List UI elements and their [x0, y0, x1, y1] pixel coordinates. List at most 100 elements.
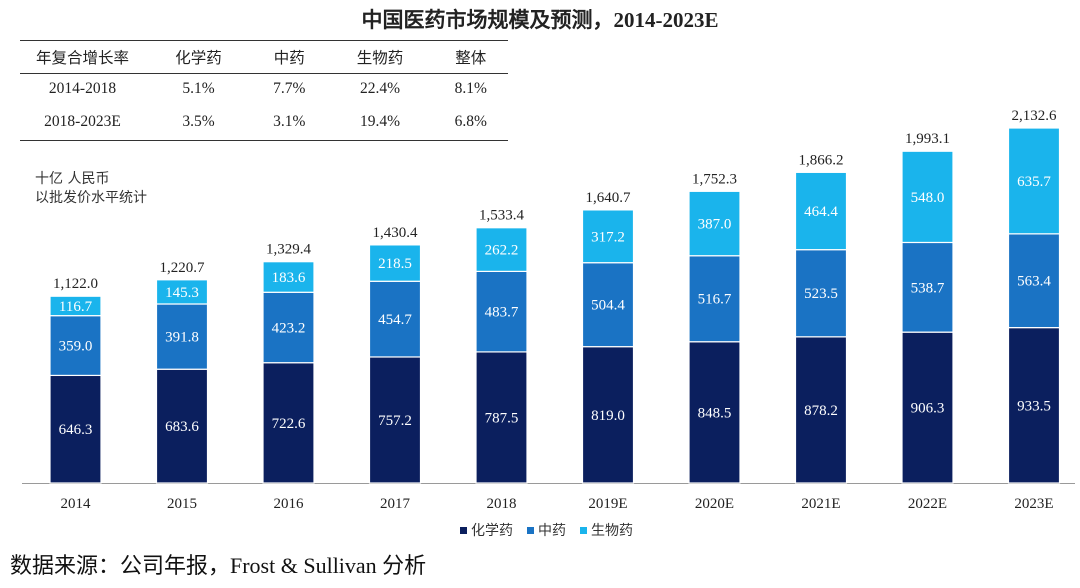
bar-value-label: 504.4 [591, 298, 625, 314]
cagr-cell: 2014-2018 [48, 80, 117, 97]
bar-value-label: 423.2 [272, 320, 306, 336]
cagr-header: 化学药 [145, 40, 253, 74]
bar-total-label: 1,329.4 [266, 242, 312, 258]
cagr-cell: 6.8% [433, 104, 508, 141]
cagr-row: 2014-2018 5.1% 7.7% 22.4% 8.1% [20, 74, 508, 105]
bar-segment [688, 255, 741, 343]
bar-segment [794, 249, 848, 338]
unit-currency: 十亿 人民币 [35, 171, 110, 187]
x-tick-label: 2021E [801, 496, 840, 512]
legend-item: 化学药 [460, 520, 513, 540]
cagr-header: 中药 [252, 40, 327, 74]
cagr-table: 年复合增长率 化学药 中药 生物药 整体 2014-2018 5.1% 7.7%… [20, 40, 508, 141]
cagr-cell: 19.4% [326, 104, 434, 141]
cagr-header: 生物药 [326, 40, 434, 74]
legend-label: 生物药 [591, 523, 633, 539]
cagr-cell: 2018-2023E [20, 104, 145, 141]
bar-segment [262, 362, 315, 484]
bar-value-label: 516.7 [698, 292, 732, 308]
bar-value-label: 387.0 [698, 217, 732, 233]
bar-total-label: 1,430.4 [373, 225, 419, 241]
bar-segment [262, 261, 315, 293]
bar-segment [155, 303, 209, 370]
bar-segment [475, 227, 528, 272]
legend-item: 中药 [527, 520, 566, 540]
cagr-header: 整体 [433, 40, 508, 74]
legend-swatch [580, 526, 587, 534]
x-tick-label: 2023E [1014, 496, 1053, 512]
bar-value-label: 848.5 [698, 405, 732, 421]
cagr-cell: 3.5% [145, 104, 253, 141]
unit-basis: 以批发价水平统计 [35, 190, 147, 206]
bar-segment [1007, 233, 1061, 329]
bar-segment [368, 244, 422, 282]
bar-segment [581, 209, 635, 264]
cagr-cell: 8.1% [454, 80, 487, 97]
bar-value-label: 218.5 [378, 256, 412, 272]
cagr-header: 年复合增长率 [20, 40, 145, 74]
unit-note: 十亿 人民币 以批发价水平统计 [35, 170, 147, 208]
cagr-cell: 3.1% [252, 104, 327, 141]
bar-value-label: 548.0 [911, 190, 945, 206]
bar-value-label: 683.6 [165, 419, 199, 435]
bar-value-label: 646.3 [59, 422, 93, 438]
bar-total-label: 1,640.7 [586, 190, 632, 206]
bar-segment [155, 279, 209, 305]
source-note: 数据来源：公司年报，Frost & Sullivan 分析 [10, 553, 427, 578]
bar-value-label: 262.2 [485, 243, 519, 259]
x-tick-label: 2014 [61, 496, 92, 512]
bar-segment [688, 190, 741, 257]
bar-segment [581, 346, 635, 484]
x-tick-label: 2015 [167, 496, 197, 512]
chart-title: 中国医药市场规模及预测，2014-2023E [361, 8, 719, 32]
bar-segment [901, 150, 954, 244]
x-tick-label: 2017 [380, 496, 411, 512]
legend-label: 中药 [538, 523, 566, 539]
legend-swatch [460, 526, 467, 534]
bar-value-label: 523.5 [804, 286, 838, 302]
bar-total-label: 1,220.7 [160, 260, 206, 276]
bar-total-label: 1,866.2 [799, 152, 844, 168]
bar-value-label: 757.2 [378, 413, 412, 429]
bar-total-label: 1,122.0 [53, 276, 98, 292]
bar-segment [262, 291, 315, 364]
bar-value-label: 464.4 [804, 204, 838, 220]
bar-segment [368, 280, 422, 358]
x-tick-label: 2018 [487, 496, 517, 512]
bar-value-label: 635.7 [1017, 174, 1051, 190]
bar-segment [49, 315, 102, 377]
bar-value-label: 454.7 [378, 312, 412, 328]
bar-value-label: 145.3 [165, 285, 199, 301]
legend: 化学药 中药 生物药 [460, 520, 633, 540]
cagr-cell: 5.1% [182, 80, 215, 97]
bar-segment [155, 368, 209, 484]
bar-segment [475, 270, 528, 353]
x-tick-label: 2020E [695, 496, 734, 512]
bar-value-label: 183.6 [272, 270, 306, 286]
x-tick-label: 2016 [274, 496, 305, 512]
bar-segment [475, 351, 528, 484]
bar-value-label: 538.7 [911, 280, 945, 296]
legend-item: 生物药 [580, 520, 633, 540]
bar-value-label: 116.7 [59, 299, 93, 315]
bar-segment [49, 295, 102, 317]
bar-segment [581, 262, 635, 348]
bar-value-label: 391.8 [165, 330, 199, 346]
bar-segment [1007, 127, 1061, 235]
bar-segment [1007, 327, 1061, 484]
bar-total-label: 1,533.4 [479, 208, 525, 224]
bar-segment [901, 241, 954, 333]
cagr-row: 2018-2023E 3.5% 3.1% 19.4% 6.8% [20, 104, 508, 141]
bar-value-label: 906.3 [911, 401, 945, 417]
x-tick-label: 2022E [908, 496, 947, 512]
bar-total-label: 1,752.3 [692, 171, 737, 187]
bar-value-label: 878.2 [804, 403, 838, 419]
legend-label: 化学药 [471, 523, 513, 539]
bar-value-label: 787.5 [485, 410, 519, 426]
x-tick-label: 2019E [588, 496, 627, 512]
cagr-cell: 7.7% [273, 80, 306, 97]
bar-value-label: 563.4 [1017, 274, 1051, 290]
bar-segment [901, 331, 954, 484]
bar-value-label: 722.6 [272, 416, 306, 432]
